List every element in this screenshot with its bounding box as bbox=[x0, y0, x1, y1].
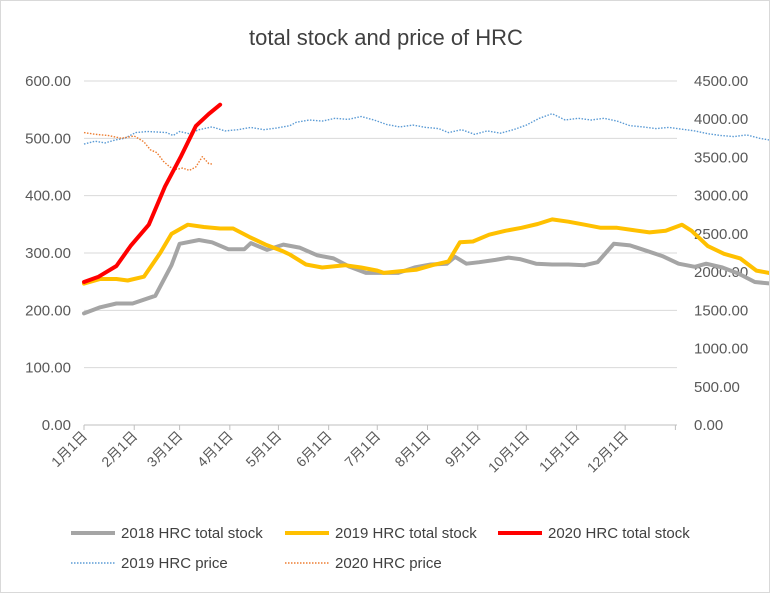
right-tick-label: 1500.00 bbox=[694, 302, 748, 319]
series-line-2018-hrc-total-stock bbox=[82, 238, 770, 316]
legend-label: 2020 HRC total stock bbox=[548, 525, 690, 542]
series-line-2019-hrc-price bbox=[83, 112, 770, 145]
x-tick-label: 3月1日 bbox=[144, 428, 186, 470]
x-tick-label: 10月1日 bbox=[485, 428, 533, 476]
legend-label: 2019 HRC total stock bbox=[335, 525, 477, 542]
legend-label: 2019 HRC price bbox=[121, 555, 228, 572]
x-tick-label: 12月1日 bbox=[584, 428, 632, 476]
legend-label: 2018 HRC total stock bbox=[121, 525, 263, 542]
left-tick-label: 0.00 bbox=[42, 417, 71, 434]
series-lines bbox=[82, 102, 770, 316]
left-tick-label: 200.00 bbox=[25, 302, 71, 319]
x-tick-label: 8月1日 bbox=[391, 428, 433, 470]
legend: 2018 HRC total stock 2019 HRC total stock… bbox=[71, 525, 690, 572]
series-line-2019-hrc-total-stock bbox=[82, 217, 770, 286]
right-tick-label: 1000.00 bbox=[694, 341, 748, 358]
right-tick-label: 3500.00 bbox=[694, 149, 748, 166]
x-tick-label: 1月1日 bbox=[48, 428, 90, 470]
series-line-2020-hrc-price bbox=[83, 131, 213, 172]
right-tick-label: 2500.00 bbox=[694, 226, 748, 243]
chart-title: total stock and price of HRC bbox=[249, 25, 523, 50]
left-y-axis: 0.00 100.00 200.00 300.00 400.00 500.00 600.00 bbox=[25, 73, 71, 434]
x-tick-label: 9月1日 bbox=[442, 428, 484, 470]
x-tick-label: 6月1日 bbox=[293, 428, 335, 470]
right-tick-label: 3000.00 bbox=[694, 188, 748, 205]
left-tick-label: 500.00 bbox=[25, 130, 71, 147]
right-tick-label: 0.00 bbox=[694, 417, 723, 434]
x-tick-label: 2月1日 bbox=[98, 428, 140, 470]
left-tick-label: 100.00 bbox=[25, 360, 71, 377]
left-tick-label: 300.00 bbox=[25, 245, 71, 262]
x-tick-label: 7月1日 bbox=[341, 428, 383, 470]
right-y-axis: 0.00 500.00 1000.00 1500.00 2000.00 2500.00 30… bbox=[694, 73, 748, 434]
left-tick-label: 600.00 bbox=[25, 73, 71, 90]
right-tick-label: 4000.00 bbox=[694, 111, 748, 128]
legend-label: 2020 HRC price bbox=[335, 555, 442, 572]
gridlines bbox=[84, 80, 677, 426]
x-axis: 1月1日 2月1日 3月1日 4月1日 5月1日 6月1日 7月1日 8月1日 9月1日 10月1… bbox=[48, 424, 677, 476]
x-tick-label: 4月1日 bbox=[194, 428, 236, 470]
right-tick-label: 2000.00 bbox=[694, 264, 748, 281]
x-tick-label: 11月1日 bbox=[536, 428, 583, 475]
right-tick-label: 4500.00 bbox=[694, 73, 748, 90]
series-line-2020-hrc-total-stock bbox=[82, 102, 223, 284]
x-tick-label: 5月1日 bbox=[242, 428, 284, 470]
left-tick-label: 400.00 bbox=[25, 188, 71, 205]
right-tick-label: 500.00 bbox=[694, 379, 740, 396]
